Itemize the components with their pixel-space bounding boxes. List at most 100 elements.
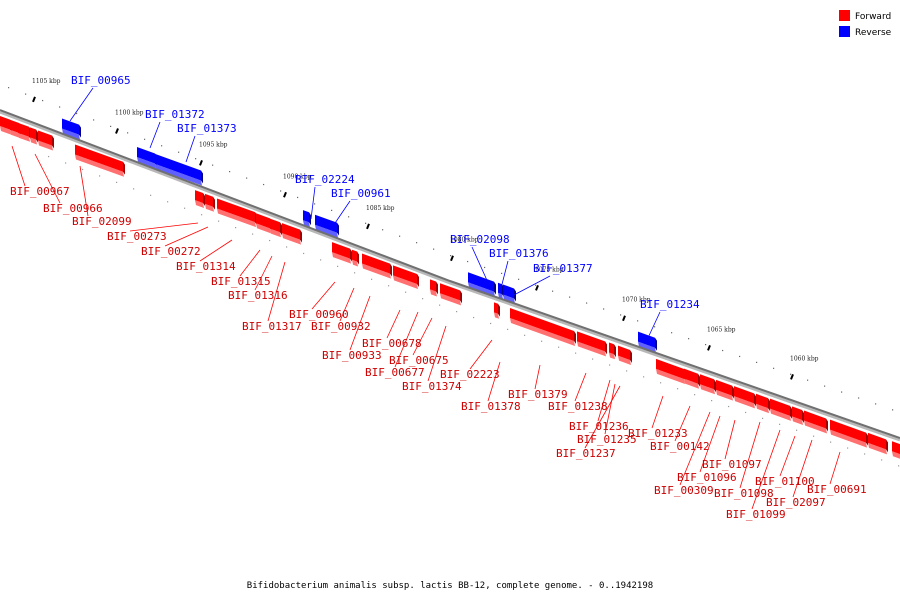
gene-label-forward: BIF_01379 <box>508 388 568 401</box>
label-leader-line <box>330 200 351 230</box>
gene-bar <box>205 193 215 212</box>
lower-dot <box>847 447 849 449</box>
caption: Bifidobacterium animalis subsp. lactis B… <box>247 581 653 591</box>
lower-dot <box>269 239 271 242</box>
scale-dot <box>569 296 571 298</box>
label-leader-line <box>597 379 611 422</box>
scale-dot <box>824 385 826 387</box>
scale-ticks: 1105 kbp 1100 kbp 1095 kbp 1090 kbp 1085 kbp… <box>32 78 819 380</box>
gene-bar <box>792 406 804 425</box>
lower-dot <box>337 265 339 267</box>
gene-label-forward: BIF_00691 <box>807 483 867 496</box>
lower-dot <box>65 162 67 164</box>
scale-dot <box>212 164 214 166</box>
lower-dot <box>660 382 662 384</box>
scale-dot <box>42 99 44 102</box>
gene-bar <box>18 122 31 142</box>
tick-label: 1100 kbp <box>115 109 144 116</box>
tick-label: 1105 kbp <box>32 78 61 85</box>
scale-dot <box>722 349 724 352</box>
label-leader-line <box>739 421 761 489</box>
lower-dot <box>184 207 186 209</box>
gene-label-forward: BIF_00967 <box>10 185 70 198</box>
gene-bar <box>700 374 716 395</box>
scale-dot <box>841 391 843 393</box>
gene-label-forward: BIF_01236 <box>569 420 629 433</box>
gene-bar <box>770 398 792 421</box>
lower-dot <box>303 252 305 255</box>
scale-dot <box>484 266 486 269</box>
gene-label-forward: BIF_01235 <box>577 433 637 446</box>
scale-dot <box>399 235 401 237</box>
lower-dot <box>82 168 84 171</box>
gene-label-forward: BIF_00675 <box>389 354 449 367</box>
gene-label-forward: BIF_01097 <box>702 458 762 471</box>
scale-dot <box>433 248 435 250</box>
gene-bar <box>195 190 205 208</box>
lower-dot <box>422 298 424 300</box>
lower-dot <box>609 364 611 366</box>
scale-dot <box>501 272 503 274</box>
gene-label-reverse: BIF_00965 <box>71 74 131 87</box>
scale-dot <box>195 158 197 160</box>
tick-mark <box>790 373 794 380</box>
label-leader-line <box>394 311 419 368</box>
lower-dot <box>575 352 577 354</box>
label-leader-line <box>829 451 841 485</box>
lower-dot <box>116 181 118 183</box>
label-leader-line <box>267 261 286 322</box>
label-leader-line <box>129 222 199 232</box>
tick-label: 1090 kbp <box>283 173 312 180</box>
gene-label-forward: BIF_00142 <box>650 440 710 453</box>
label-leader-line <box>386 309 401 339</box>
scale-dot <box>110 125 112 127</box>
gene-bar <box>638 331 657 353</box>
gene-label-forward: BIF_01374 <box>402 380 462 393</box>
tick-mark <box>366 223 370 230</box>
gene-bar <box>892 441 900 459</box>
label-leader-line <box>349 295 371 351</box>
lower-dot <box>711 399 713 402</box>
label-leader-line <box>499 260 509 293</box>
tick-label: 1085 kbp <box>366 205 395 212</box>
lower-dot <box>762 417 764 419</box>
gene-label-forward: BIF_00677 <box>365 366 425 379</box>
tick-label: 1060 kbp <box>790 355 819 362</box>
scale-dot <box>467 260 469 263</box>
gene-label-forward: BIF_02223 <box>440 368 500 381</box>
lower-dot <box>677 388 679 390</box>
scale-dot <box>59 106 61 108</box>
scale-dot <box>382 229 384 231</box>
lower-dot <box>898 465 900 467</box>
lower-dot <box>167 201 169 203</box>
scale-dot <box>450 255 452 257</box>
scale-dot <box>263 183 265 186</box>
tick-label: 1065 kbp <box>707 326 736 333</box>
gene-label-forward: BIF_01099 <box>726 508 786 521</box>
tick-mark <box>283 191 287 198</box>
scale-dot <box>246 177 248 179</box>
scale-dot <box>365 222 367 224</box>
lower-dot <box>643 376 645 378</box>
label-leader-line <box>79 165 89 217</box>
tick-label: 1070 kbp <box>622 297 651 304</box>
backbone-line-shadow <box>0 110 900 442</box>
lower-dot <box>99 175 101 177</box>
gene-bar <box>609 342 616 360</box>
gene-bar <box>468 272 496 297</box>
scale-dot <box>773 367 775 369</box>
scale-dot <box>25 93 27 95</box>
gene-bar <box>734 386 756 409</box>
gene-label-reverse: BIF_01373 <box>177 122 237 135</box>
label-leader-line <box>674 405 691 442</box>
scale-dot <box>76 112 78 115</box>
lower-dot <box>541 340 543 342</box>
gene-label-reverse: BIF_02224 <box>295 173 355 186</box>
lower-dot <box>439 304 441 306</box>
scale-dot <box>654 326 656 328</box>
lower-dot <box>728 405 730 408</box>
scale-dot <box>637 320 639 322</box>
tick-label: 1080 kbp <box>450 237 479 244</box>
backbone-dots <box>8 87 900 467</box>
gene-bar <box>62 118 81 140</box>
